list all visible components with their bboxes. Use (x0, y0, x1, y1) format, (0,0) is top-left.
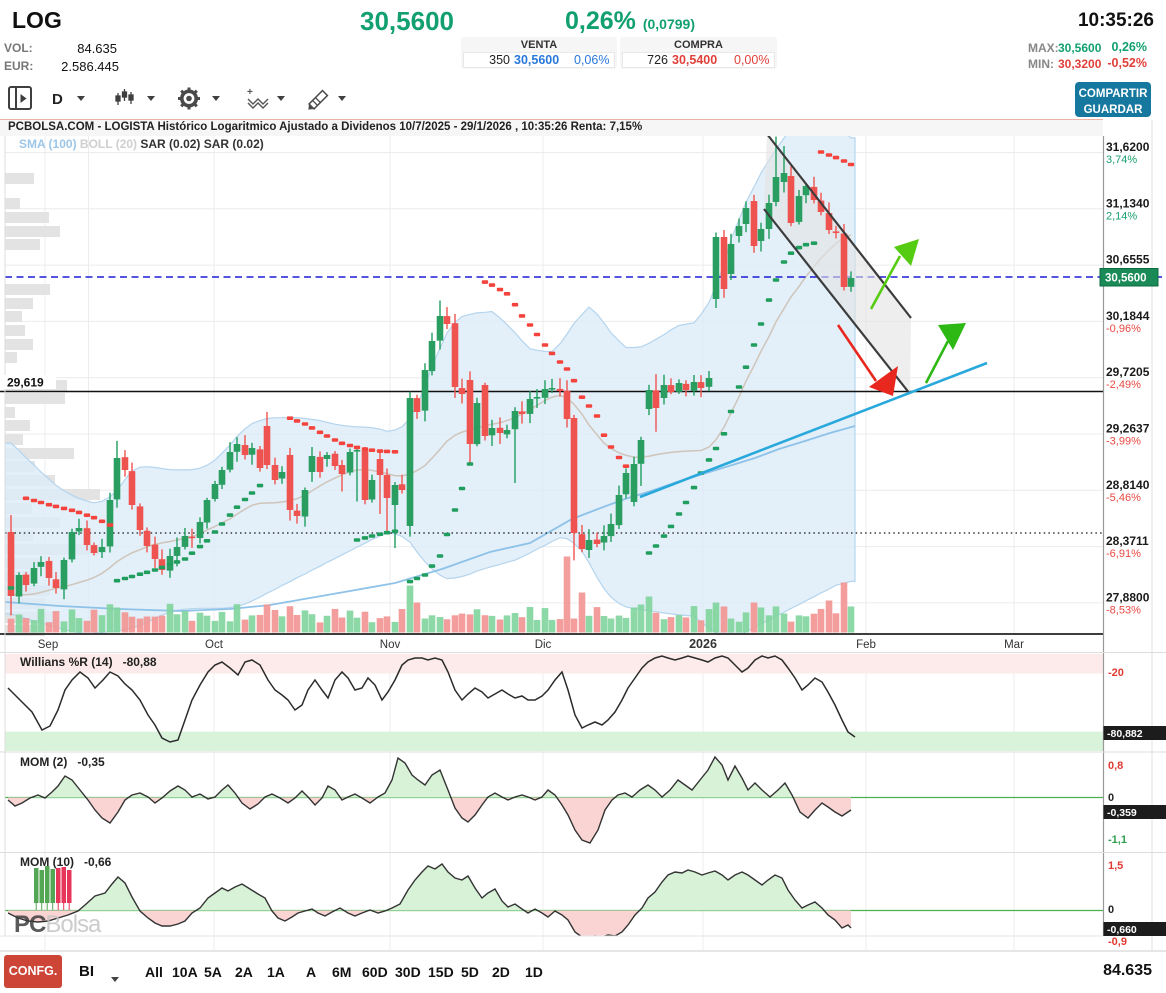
svg-text:Sep: Sep (38, 639, 58, 651)
svg-text:PCBolsa: PCBolsa (14, 911, 102, 938)
svg-text:28,8140: 28,8140 (1106, 478, 1150, 492)
svg-text:-2,49%: -2,49% (1106, 379, 1141, 391)
svg-text:30,6555: 30,6555 (1106, 253, 1150, 267)
svg-text:28,3711: 28,3711 (1106, 534, 1149, 548)
svg-text:27,8800: 27,8800 (1106, 590, 1150, 604)
svg-text:31,1340: 31,1340 (1106, 196, 1150, 210)
svg-text:Willians %R (14) -80,88: Willians %R (14) -80,88 (20, 655, 157, 669)
svg-text:+: + (247, 87, 253, 98)
svg-text:31,6200: 31,6200 (1106, 140, 1150, 154)
svg-text:Nov: Nov (380, 639, 401, 651)
svg-text:-0,96%: -0,96% (1106, 323, 1141, 335)
svg-text:30,5600: 30,5600 (1105, 273, 1147, 285)
svg-text:29,2637: 29,2637 (1106, 422, 1150, 436)
svg-text:30,1844: 30,1844 (1106, 309, 1150, 323)
svg-text:-6,91%: -6,91% (1106, 548, 1141, 560)
svg-text:Oct: Oct (205, 639, 224, 651)
svg-text:0: 0 (1108, 792, 1114, 804)
svg-text:2026: 2026 (689, 637, 717, 651)
svg-text:2,14%: 2,14% (1106, 210, 1137, 222)
svg-text:D: D (52, 91, 63, 108)
svg-text:-5,46%: -5,46% (1106, 492, 1141, 504)
svg-text:-80,882: -80,882 (1107, 728, 1143, 740)
svg-text:3,74%: 3,74% (1106, 154, 1137, 166)
svg-text:29,619: 29,619 (7, 376, 44, 390)
svg-text:-3,99%: -3,99% (1106, 436, 1141, 448)
svg-text:1,5: 1,5 (1108, 860, 1123, 872)
svg-text:MOM (2) -0,35: MOM (2) -0,35 (20, 755, 105, 769)
svg-text:-1,1: -1,1 (1108, 834, 1127, 846)
svg-text:Feb: Feb (856, 639, 876, 651)
svg-text:-0,660: -0,660 (1107, 924, 1137, 936)
svg-text:0,8: 0,8 (1108, 760, 1123, 772)
svg-text:Mar: Mar (1004, 639, 1024, 651)
svg-text:-20: -20 (1108, 667, 1124, 679)
svg-text:Dic: Dic (535, 639, 552, 651)
svg-text:-0,9: -0,9 (1108, 936, 1127, 948)
svg-text:MOM (10) -0,66: MOM (10) -0,66 (20, 855, 112, 869)
svg-text:0: 0 (1108, 904, 1114, 916)
svg-text:-8,53%: -8,53% (1106, 604, 1141, 616)
svg-text:29,7205: 29,7205 (1106, 365, 1150, 379)
svg-text:-0,359: -0,359 (1107, 807, 1137, 819)
